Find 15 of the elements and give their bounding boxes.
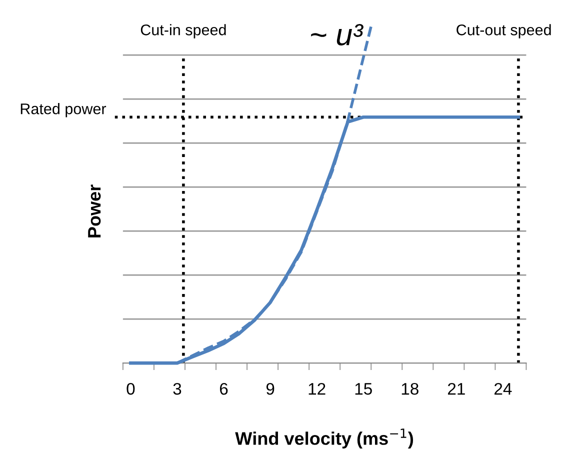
ref-line-label: Rated power	[20, 103, 106, 118]
x-tick-label: 24	[494, 382, 512, 395]
x-tick-label: 0	[126, 382, 135, 395]
x-tick-label: 3	[173, 382, 182, 395]
ref-line-label: Cut-out speed	[456, 24, 551, 38]
y-axis-title: Power	[88, 184, 101, 238]
x-tick-label: 12	[308, 382, 326, 395]
annotation: ~ u³	[311, 24, 364, 46]
x-tick-label: 21	[448, 382, 465, 395]
ref-line-label: Cut-in speed	[140, 24, 226, 38]
x-tick-label: 18	[402, 382, 418, 395]
x-tick-label: 9	[266, 382, 274, 395]
x-tick-label: 6	[220, 382, 228, 395]
x-tick-label: 15	[355, 383, 372, 395]
x-axis-title: Wind velocity (ms$^{−1}$)	[235, 428, 414, 448]
